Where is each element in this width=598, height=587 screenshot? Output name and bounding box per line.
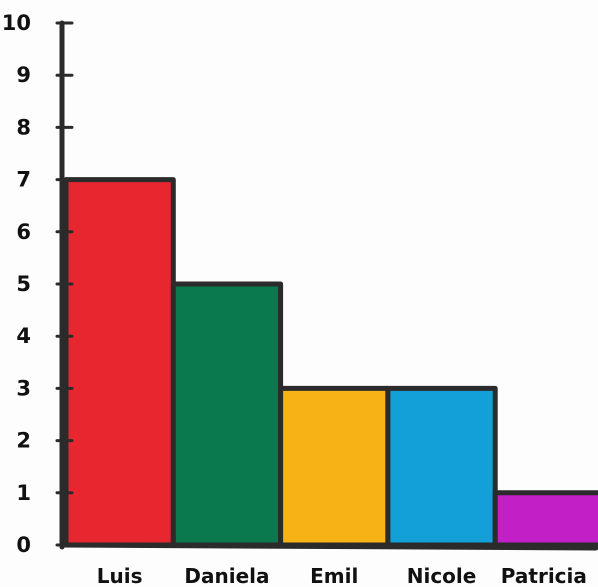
x-label-patricia: Patricia [501, 564, 587, 587]
y-tick-label-8: 8 [16, 115, 31, 139]
y-tick-label-0: 0 [16, 533, 31, 557]
bar-emil [278, 385, 391, 548]
y-tick-label-7: 7 [16, 168, 31, 192]
y-tick-label-6: 6 [16, 220, 31, 244]
x-label-emil: Emil [310, 564, 358, 587]
x-label-nicole: Nicole [407, 564, 477, 587]
y-tick-label-9: 9 [16, 63, 31, 87]
y-tick-label-3: 3 [16, 376, 31, 400]
y-tick-label-2: 2 [16, 429, 31, 453]
y-tick-label-10: 10 [2, 11, 31, 35]
y-tick-label-4: 4 [16, 324, 31, 348]
x-label-luis: Luis [97, 564, 143, 587]
bar-luis [63, 177, 176, 548]
x-labels-layer: Luis Daniela Emil Nicole Patricia [97, 564, 587, 587]
x-axis-line [59, 542, 598, 551]
x-label-daniela: Daniela [184, 564, 269, 587]
bar-nicole [385, 385, 498, 548]
bar-patricia [492, 490, 598, 548]
bar-daniela [170, 281, 284, 548]
y-tick-label-1: 1 [16, 481, 31, 505]
y-tick-label-5: 5 [16, 272, 31, 296]
bars-layer [63, 177, 598, 548]
y-ticks-layer: 0 1 2 3 4 5 6 7 8 9 10 [2, 11, 74, 557]
